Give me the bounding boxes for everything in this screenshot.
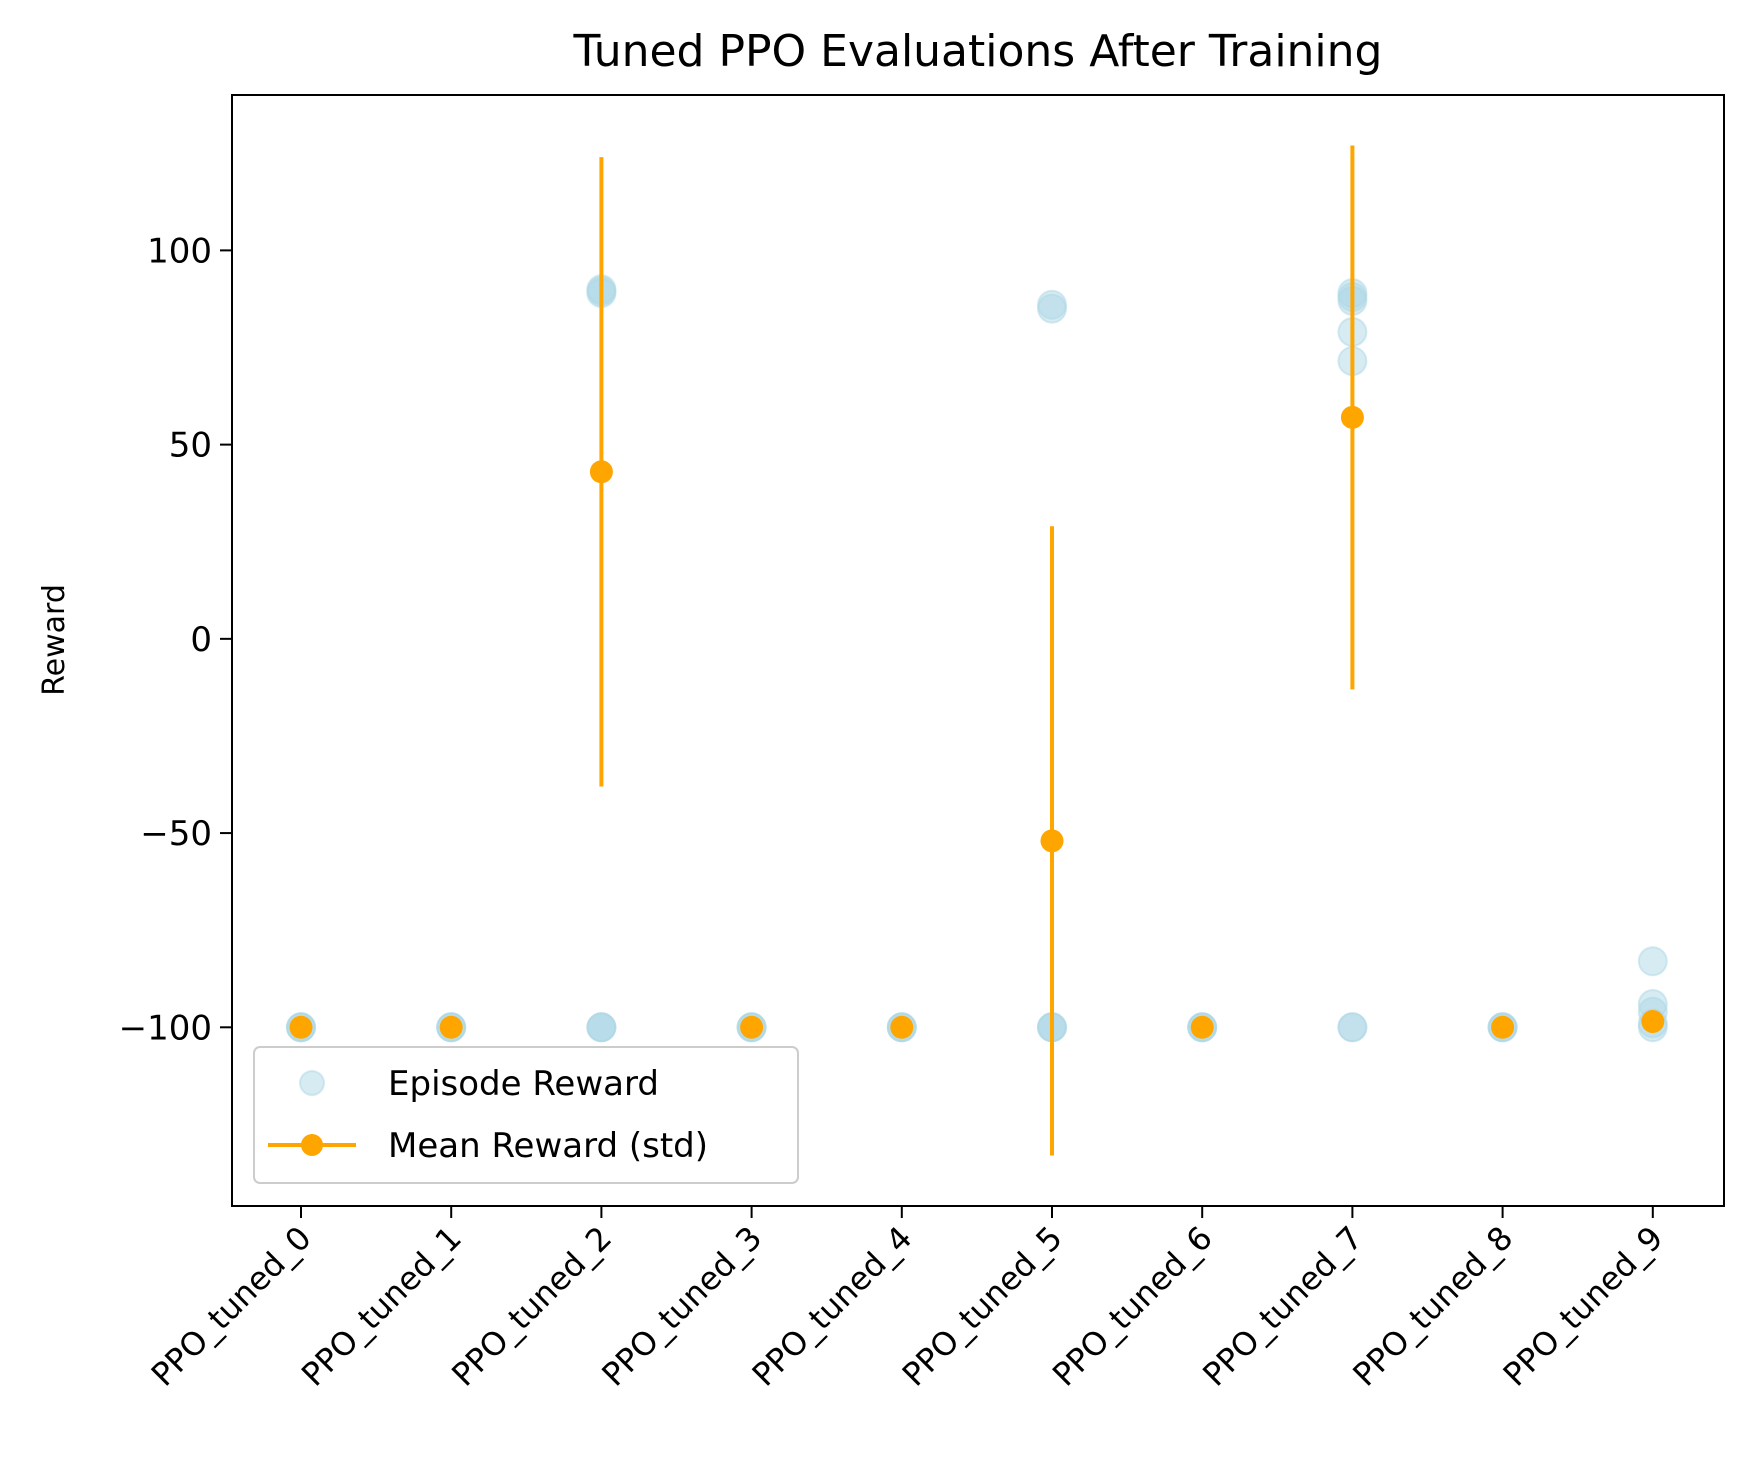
legend-episode-label: Episode Reward xyxy=(388,1064,659,1104)
mean-reward-point xyxy=(289,1015,313,1039)
y-tick-label: 50 xyxy=(169,426,212,466)
episode-reward-point xyxy=(1337,1012,1368,1043)
mean-reward-point xyxy=(589,460,613,484)
axes: 100500−50−100PPO_tuned_0PPO_tuned_1PPO_t… xyxy=(119,231,1671,1393)
legend-mean-label: Mean Reward (std) xyxy=(388,1126,708,1166)
x-tick-label: PPO_tuned_3 xyxy=(594,1219,769,1394)
mean-reward-point xyxy=(1491,1015,1515,1039)
legend-mean-marker xyxy=(301,1134,323,1156)
x-tick-label: PPO_tuned_2 xyxy=(444,1219,619,1394)
legend-episode-marker xyxy=(299,1070,325,1096)
legend-box xyxy=(253,1046,799,1184)
x-tick-label: PPO_tuned_9 xyxy=(1496,1219,1671,1394)
y-tick-label: −100 xyxy=(119,1008,212,1048)
x-tick-label: PPO_tuned_1 xyxy=(294,1219,469,1394)
mean-reward-point xyxy=(1641,1009,1665,1033)
x-tick-label: PPO_tuned_0 xyxy=(144,1219,319,1394)
mean-reward-point xyxy=(1340,405,1364,429)
x-tick-label: PPO_tuned_7 xyxy=(1195,1219,1370,1394)
mean-reward-point xyxy=(1190,1015,1214,1039)
episode-reward-point xyxy=(1637,946,1668,977)
plot-frame xyxy=(231,94,1725,1207)
episode-reward-point xyxy=(586,1012,617,1043)
x-tick-label: PPO_tuned_8 xyxy=(1345,1219,1520,1394)
chart-title: Tuned PPO Evaluations After Training xyxy=(573,26,1383,77)
x-tick-label: PPO_tuned_5 xyxy=(895,1219,1070,1394)
x-tick-label: PPO_tuned_4 xyxy=(745,1219,920,1394)
plot-area xyxy=(286,145,1668,1156)
legend: Episode Reward Mean Reward (std) xyxy=(253,1046,799,1184)
y-tick-label: 100 xyxy=(147,231,212,271)
mean-reward-point xyxy=(439,1015,463,1039)
mean-reward-point xyxy=(1040,829,1064,853)
y-tick-label: 0 xyxy=(190,620,212,660)
episode-reward-point xyxy=(1037,289,1067,320)
x-tick-label: PPO_tuned_6 xyxy=(1045,1219,1220,1394)
mean-reward-point xyxy=(890,1015,914,1039)
y-tick-label: −50 xyxy=(140,814,212,854)
mean-reward-point xyxy=(740,1015,764,1039)
y-axis-label: Reward xyxy=(37,584,72,696)
